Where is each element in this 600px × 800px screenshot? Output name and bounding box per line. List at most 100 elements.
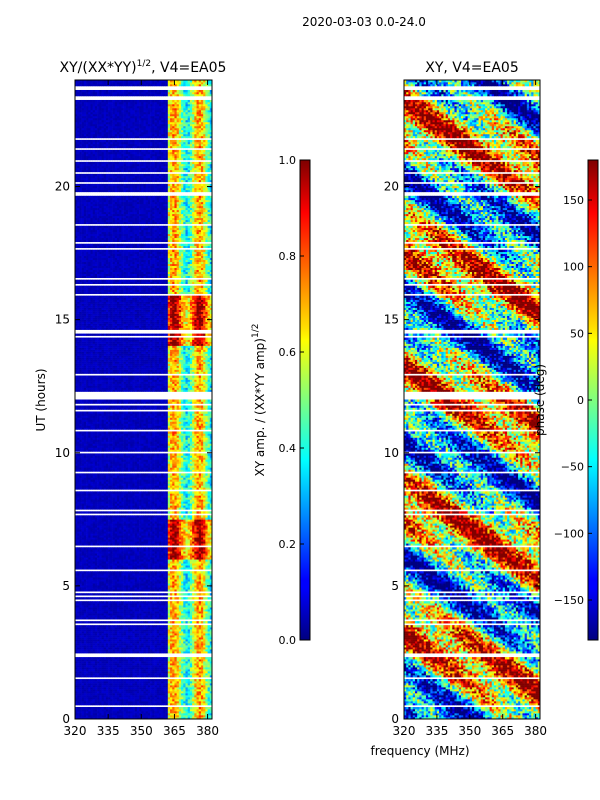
heatmap-cell — [188, 697, 191, 699]
heatmap-cell — [88, 613, 91, 615]
heatmap-cell — [188, 713, 191, 715]
heatmap-cell — [199, 713, 202, 715]
heatmap-cell — [126, 601, 129, 603]
heatmap-cell — [201, 543, 204, 545]
heatmap-cell — [139, 615, 142, 617]
heatmap-cell — [128, 625, 131, 627]
heatmap-cell — [197, 709, 200, 711]
heatmap-cell — [135, 601, 138, 603]
heatmap-cell — [194, 607, 197, 609]
heatmap-cell — [115, 659, 118, 661]
heatmap-cell — [166, 583, 169, 585]
heatmap-cell — [203, 549, 206, 551]
heatmap-cell — [139, 575, 142, 577]
heatmap-cell — [208, 679, 211, 681]
heatmap-cell — [168, 563, 171, 565]
heatmap-cell — [148, 571, 151, 573]
heatmap-cell — [128, 563, 131, 565]
heatmap-cell — [139, 625, 142, 627]
heatmap-cell — [137, 691, 140, 693]
heatmap-cell — [168, 625, 171, 627]
heatmap-cell — [88, 679, 91, 681]
heatmap-cell — [203, 713, 206, 715]
heatmap-cell — [174, 551, 177, 553]
heatmap-cell — [152, 627, 155, 629]
heatmap-cell — [199, 697, 202, 699]
heatmap-cell — [102, 549, 105, 551]
heatmap-cell — [177, 651, 180, 653]
heatmap-cell — [181, 679, 184, 681]
heatmap-cell — [174, 633, 177, 635]
heatmap-cell — [157, 713, 160, 715]
heatmap-cell — [170, 565, 173, 567]
heatmap-cell — [174, 563, 177, 565]
heatmap-cell — [102, 607, 105, 609]
heatmap-cell — [181, 629, 184, 631]
heatmap-cell — [102, 563, 105, 565]
heatmap-cell — [163, 649, 166, 651]
heatmap-cell — [185, 601, 188, 603]
heatmap-cell — [110, 553, 113, 555]
heatmap-cell — [194, 681, 197, 683]
heatmap-cell — [124, 585, 127, 587]
heatmap-cell — [117, 555, 120, 557]
heatmap-cell — [163, 577, 166, 579]
heatmap-cell — [205, 601, 208, 603]
heatmap-cell — [117, 685, 120, 687]
heatmap-cell — [170, 585, 173, 587]
heatmap-cell — [174, 553, 177, 555]
heatmap-cell — [124, 685, 127, 687]
heatmap-cell — [141, 605, 144, 607]
heatmap-cell — [190, 577, 193, 579]
heatmap-cell — [115, 575, 118, 577]
heatmap-cell — [102, 559, 105, 561]
heatmap-cell — [93, 607, 96, 609]
heatmap-cell — [146, 693, 149, 695]
heatmap-cell — [110, 585, 113, 587]
heatmap-cell — [197, 625, 200, 627]
heatmap-cell — [135, 663, 138, 665]
heatmap-cell — [185, 637, 188, 639]
heatmap-cell — [104, 675, 107, 677]
heatmap-cell — [135, 657, 138, 659]
heatmap-cell — [166, 563, 169, 565]
heatmap-cell — [108, 551, 111, 553]
heatmap-cell — [130, 607, 133, 609]
heatmap-cell — [132, 635, 135, 637]
heatmap-cell — [205, 543, 208, 545]
heatmap-cell — [128, 577, 131, 579]
heatmap-cell — [115, 589, 118, 591]
heatmap-cell — [124, 667, 127, 669]
heatmap-cell — [117, 689, 120, 691]
heatmap-cell — [84, 611, 87, 613]
heatmap-cell — [192, 647, 195, 649]
heatmap-cell — [188, 667, 191, 669]
heatmap-cell — [108, 693, 111, 695]
heatmap-cell — [201, 611, 204, 613]
heatmap-cell — [84, 547, 87, 549]
heatmap-cell — [188, 645, 191, 647]
heatmap-cell — [82, 659, 85, 661]
heatmap-cell — [150, 699, 153, 701]
heatmap-cell — [199, 559, 202, 561]
heatmap-cell — [170, 553, 173, 555]
heatmap-cell — [97, 711, 100, 713]
heatmap-cell — [181, 659, 184, 661]
heatmap-cell — [168, 627, 171, 629]
heatmap-cell — [152, 621, 155, 623]
heatmap-cell — [177, 609, 180, 611]
heatmap-cell — [157, 573, 160, 575]
heatmap-cell — [97, 559, 100, 561]
heatmap-cell — [197, 577, 200, 579]
heatmap-cell — [99, 635, 102, 637]
heatmap-cell — [115, 669, 118, 671]
heatmap-cell — [188, 629, 191, 631]
heatmap-cell — [159, 617, 162, 619]
heatmap-cell — [104, 625, 107, 627]
heatmap-cell — [132, 629, 135, 631]
heatmap-cell — [99, 639, 102, 641]
heatmap-cell — [163, 641, 166, 643]
heatmap-cell — [188, 647, 191, 649]
heatmap-cell — [152, 551, 155, 553]
heatmap-cell — [97, 575, 100, 577]
